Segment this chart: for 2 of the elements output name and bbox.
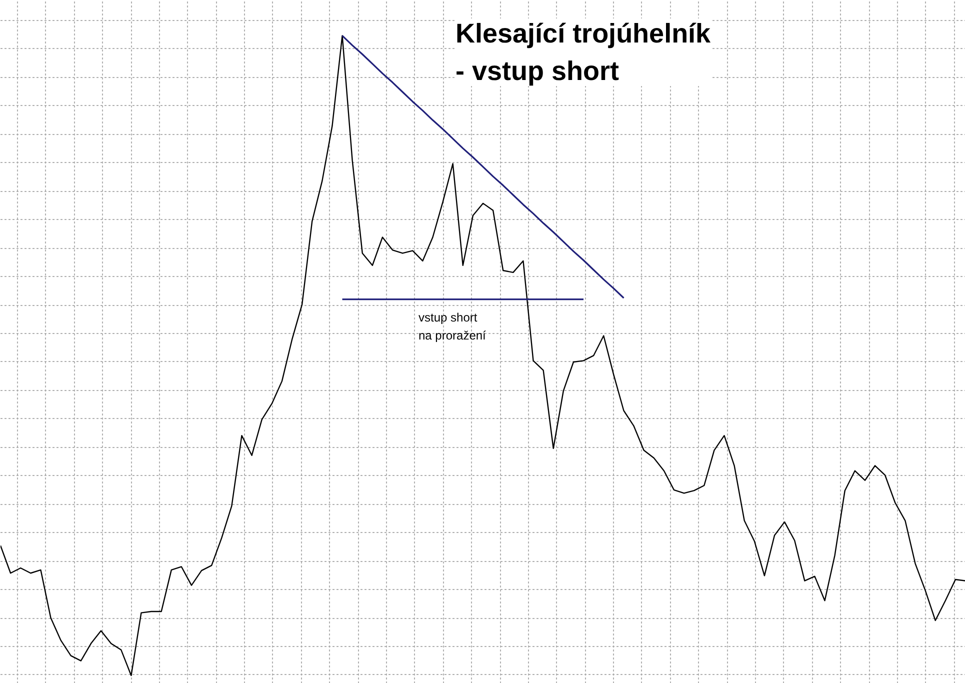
annotation: vstup short na proražení [418, 310, 487, 343]
chart-title: Klesající trojúhelník - vstup short [456, 18, 712, 86]
